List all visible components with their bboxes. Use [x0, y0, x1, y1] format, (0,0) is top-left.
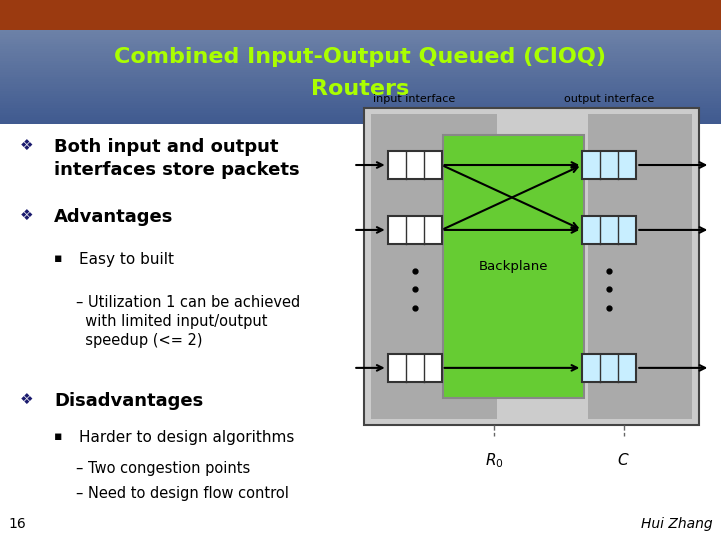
Polygon shape — [0, 63, 721, 65]
Text: 16: 16 — [9, 517, 27, 531]
Text: $C$: $C$ — [617, 452, 630, 468]
Polygon shape — [0, 117, 721, 120]
Polygon shape — [0, 42, 721, 44]
Text: Backplane: Backplane — [479, 260, 549, 273]
Polygon shape — [0, 39, 721, 42]
Text: Harder to design algorithms: Harder to design algorithms — [79, 430, 295, 445]
Polygon shape — [0, 70, 721, 72]
Bar — [388, 216, 441, 244]
Bar — [371, 114, 497, 419]
Text: – Need to design flow control: – Need to design flow control — [76, 486, 288, 501]
Text: Both input and output
interfaces store packets: Both input and output interfaces store p… — [54, 138, 300, 179]
Text: – Two congestion points: – Two congestion points — [76, 461, 250, 476]
Text: Hui Zhang: Hui Zhang — [641, 517, 712, 531]
Text: ❖: ❖ — [20, 392, 34, 407]
Polygon shape — [0, 108, 721, 110]
Bar — [583, 354, 636, 382]
Bar — [583, 216, 636, 244]
Polygon shape — [0, 122, 721, 124]
Text: ❖: ❖ — [20, 138, 34, 153]
Polygon shape — [0, 44, 721, 47]
Polygon shape — [0, 68, 721, 70]
Bar — [443, 135, 584, 398]
Polygon shape — [0, 124, 721, 541]
Polygon shape — [0, 0, 721, 30]
Polygon shape — [0, 87, 721, 89]
Bar — [588, 114, 692, 419]
Polygon shape — [0, 89, 721, 91]
Polygon shape — [0, 80, 721, 82]
Polygon shape — [0, 103, 721, 105]
Polygon shape — [0, 77, 721, 80]
Polygon shape — [0, 49, 721, 51]
Polygon shape — [0, 96, 721, 98]
Polygon shape — [0, 32, 721, 35]
Polygon shape — [0, 120, 721, 122]
Polygon shape — [0, 91, 721, 94]
Bar — [388, 151, 441, 179]
Polygon shape — [0, 47, 721, 49]
Polygon shape — [0, 110, 721, 113]
Polygon shape — [0, 84, 721, 87]
Text: output interface: output interface — [564, 94, 655, 104]
Polygon shape — [0, 37, 721, 39]
Polygon shape — [0, 75, 721, 77]
Polygon shape — [0, 61, 721, 63]
Text: ▪: ▪ — [54, 252, 63, 265]
Polygon shape — [0, 98, 721, 101]
Polygon shape — [0, 56, 721, 58]
Bar — [388, 354, 441, 382]
Polygon shape — [0, 30, 721, 32]
Text: ❖: ❖ — [20, 208, 34, 223]
Text: Disadvantages: Disadvantages — [54, 392, 203, 410]
Bar — [583, 151, 636, 179]
Text: ▪: ▪ — [54, 430, 63, 443]
Polygon shape — [0, 65, 721, 68]
Polygon shape — [0, 101, 721, 103]
Polygon shape — [0, 54, 721, 56]
Polygon shape — [0, 82, 721, 84]
Polygon shape — [0, 51, 721, 54]
Text: Advantages: Advantages — [54, 208, 174, 226]
Text: input interface: input interface — [373, 94, 456, 104]
Polygon shape — [0, 35, 721, 37]
Text: Combined Input-Output Queued (CIOQ): Combined Input-Output Queued (CIOQ) — [115, 47, 606, 67]
Polygon shape — [0, 58, 721, 61]
Polygon shape — [0, 72, 721, 75]
Polygon shape — [0, 113, 721, 115]
Polygon shape — [0, 94, 721, 96]
Text: Easy to built: Easy to built — [79, 252, 174, 267]
Bar — [364, 108, 699, 425]
Polygon shape — [0, 115, 721, 117]
Text: – Utilization 1 can be achieved
  with limited input/output
  speedup (<= 2): – Utilization 1 can be achieved with lim… — [76, 295, 300, 348]
Text: Routers: Routers — [311, 80, 410, 99]
Text: $R_0$: $R_0$ — [485, 452, 503, 471]
Polygon shape — [0, 105, 721, 108]
